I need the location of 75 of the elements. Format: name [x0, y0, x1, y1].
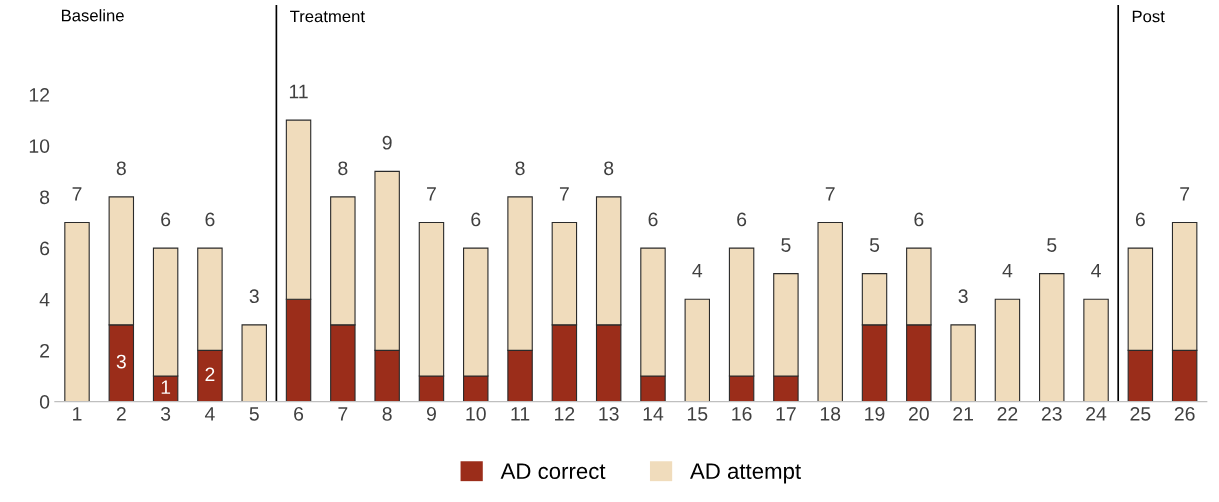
- y-tick-label: 8: [40, 190, 50, 205]
- total-label: 5: [1047, 238, 1057, 252]
- x-tick-label: 1: [73, 407, 82, 421]
- total-label: 6: [648, 212, 658, 227]
- x-tick-label: 16: [732, 406, 752, 421]
- total-label: 6: [914, 212, 924, 227]
- x-tick-label: 21: [953, 406, 973, 421]
- x-tick-label: 18: [820, 406, 841, 421]
- x-tick-label: 8: [382, 406, 392, 421]
- y-tick-label: 12: [29, 88, 50, 102]
- bar: [817, 221, 843, 402]
- total-label: 7: [825, 187, 835, 201]
- bar: [1038, 273, 1065, 402]
- bar: [64, 221, 90, 402]
- total-label: 4: [1002, 263, 1013, 278]
- legend-label: AD attempt: [690, 463, 801, 484]
- total-label: 5: [781, 238, 791, 252]
- x-tick-label: 19: [865, 406, 885, 421]
- x-tick-label: 2: [116, 406, 126, 421]
- annotation: Baseline: [61, 9, 124, 22]
- total-label: 8: [116, 161, 126, 176]
- x-tick-label: 7: [338, 407, 348, 421]
- total-label: 7: [559, 187, 569, 201]
- x-tick-label: 4: [204, 407, 215, 421]
- x-tick-label: 23: [1041, 406, 1062, 421]
- x-tick-label: 5: [249, 407, 259, 421]
- x-tick-label: 26: [1174, 406, 1195, 421]
- total-label: 6: [1135, 212, 1145, 227]
- total-label: 11: [289, 84, 308, 99]
- total-label: 8: [604, 161, 614, 176]
- ref-line-label: Treatment: [290, 10, 365, 23]
- total-label: 5: [869, 238, 880, 252]
- bar: [994, 298, 1021, 402]
- total-label: 9: [382, 135, 392, 150]
- x-tick-label: 14: [643, 407, 664, 421]
- total-label: 6: [471, 212, 481, 227]
- bar: [950, 324, 976, 402]
- total-label: 7: [427, 187, 436, 201]
- data-label: 3: [116, 354, 126, 369]
- legend-label: AD correct: [500, 463, 606, 480]
- total-label: 6: [205, 212, 215, 227]
- x-tick-label: 11: [511, 407, 530, 421]
- bar: [241, 324, 267, 402]
- data-label: 2: [205, 367, 215, 382]
- x-tick-label: 25: [1130, 406, 1151, 421]
- x-tick-label: 20: [908, 406, 929, 421]
- x-tick-label: 17: [776, 407, 796, 421]
- ref-line-label: Post: [1132, 10, 1165, 23]
- x-tick-label: 24: [1086, 406, 1107, 421]
- total-label: 4: [692, 263, 703, 278]
- total-label: 6: [161, 212, 171, 227]
- y-tick-label: 6: [40, 241, 50, 256]
- y-tick-label: 0: [39, 395, 50, 409]
- x-tick-label: 6: [294, 406, 304, 421]
- bar: [684, 298, 711, 402]
- total-label: 8: [515, 161, 525, 176]
- y-tick-label: 4: [39, 292, 50, 307]
- bar: [1083, 298, 1109, 402]
- x-tick-label: 10: [466, 406, 486, 421]
- total-label: 8: [338, 161, 348, 176]
- total-label: 7: [72, 187, 82, 201]
- y-tick-label: 10: [29, 139, 50, 153]
- data-label: 1: [161, 380, 171, 394]
- x-tick-label: 9: [426, 406, 436, 421]
- x-tick-label: 15: [687, 407, 708, 421]
- total-label: 6: [737, 212, 747, 227]
- total-label: 3: [249, 289, 259, 304]
- x-tick-label: 3: [160, 406, 171, 421]
- y-tick-label: 2: [40, 343, 50, 358]
- total-label: 7: [1180, 187, 1190, 201]
- x-tick-label: 22: [997, 406, 1018, 421]
- total-label: 3: [958, 289, 968, 304]
- x-tick-label: 12: [555, 406, 575, 421]
- total-label: 4: [1091, 263, 1101, 278]
- x-tick-label: 13: [599, 406, 619, 421]
